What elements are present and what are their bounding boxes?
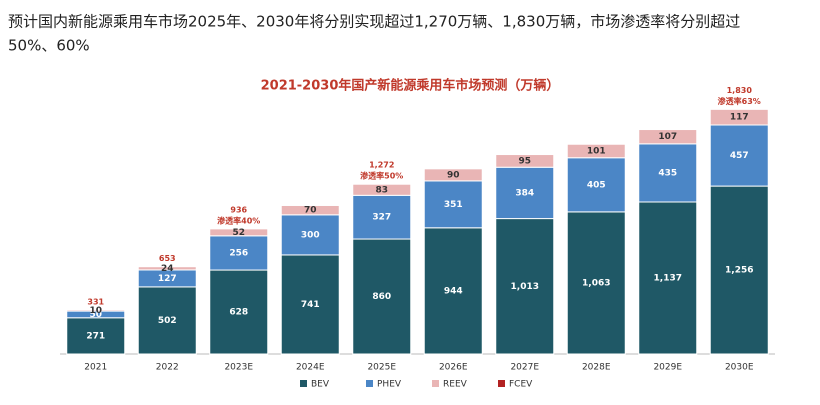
x-tick-label: 2024E (296, 363, 325, 373)
data-label: 860 (372, 292, 391, 302)
data-label: 457 (730, 151, 749, 161)
data-label: 10 (89, 306, 102, 316)
x-tick-label: 2028E (582, 363, 611, 373)
bar-segment (423, 227, 483, 355)
penetration-label: 渗透率40% (217, 215, 260, 225)
data-label: 70 (304, 206, 317, 216)
bar-segment (209, 228, 269, 237)
legend-swatch (432, 380, 439, 387)
x-tick-label: 2025E (367, 363, 396, 373)
penetration-label: 渗透率63% (718, 96, 761, 106)
data-label: 1,013 (511, 282, 539, 292)
chart-title: 2021-2030年国产新能源乘用车市场预测（万辆） (261, 78, 560, 94)
bar-segment (709, 108, 769, 126)
legend-label: BEV (311, 380, 330, 390)
bar-segment (495, 154, 555, 168)
x-tick-label: 2021 (84, 363, 107, 373)
data-label: 83 (375, 185, 388, 195)
data-label: 107 (658, 132, 677, 142)
x-tick-label: 2027E (510, 363, 539, 373)
bar-segment (352, 238, 412, 355)
data-label: 101 (587, 147, 606, 157)
x-tick-label: 2030E (725, 363, 754, 373)
total-label: 331 (87, 297, 104, 306)
subtitle-line: 预计国内新能源乘用车市场2025年、2030年将分别实现超过1,270万辆、1,… (8, 13, 740, 31)
bar-segment (638, 201, 698, 355)
bar-segment (280, 254, 340, 355)
penetration-label: 渗透率50% (360, 171, 403, 181)
bar-segment (209, 235, 269, 271)
data-label: 1,256 (725, 266, 753, 276)
data-label: 384 (515, 188, 534, 198)
bar-segment (352, 183, 412, 196)
data-label: 95 (518, 156, 531, 166)
x-tick-label: 2026E (439, 363, 468, 373)
bar-segment (280, 204, 340, 216)
data-label: 327 (372, 213, 391, 223)
bar-segment (709, 124, 769, 187)
x-tick-label: 2023E (224, 363, 253, 373)
data-label: 50 (89, 310, 102, 320)
data-label: 628 (229, 308, 248, 318)
data-label: 351 (444, 200, 463, 210)
data-label: 1,063 (582, 278, 610, 288)
data-label: 741 (301, 300, 320, 310)
data-label: 300 (301, 230, 320, 240)
data-label: 90 (447, 170, 460, 180)
data-label: 435 (658, 168, 677, 178)
data-label: 127 (158, 274, 177, 284)
total-label: 936 (230, 205, 247, 214)
subtitle-line: 50%、60% (8, 37, 90, 55)
data-label: 944 (444, 286, 463, 296)
data-label: 271 (86, 331, 105, 341)
data-label: 1,137 (654, 274, 682, 284)
bar-segment (566, 211, 626, 355)
bar-segment (638, 129, 698, 145)
bar-segment (709, 185, 769, 355)
legend-swatch (498, 380, 505, 387)
legend-label: FCEV (509, 380, 533, 390)
data-label: 502 (158, 316, 177, 326)
legend-label: REEV (443, 380, 468, 390)
bar-segment (495, 218, 555, 355)
data-label: 117 (730, 113, 749, 123)
bar-segment (66, 309, 126, 312)
bar-segment (137, 266, 197, 271)
bar-segment (566, 143, 626, 159)
bar-segment (280, 214, 340, 256)
total-label: 1,830 (727, 86, 753, 95)
total-label: 1,272 (369, 161, 394, 170)
legend-swatch (300, 380, 307, 387)
legend-swatch (366, 380, 373, 387)
bar-segment (352, 194, 412, 240)
bar-segment (638, 143, 698, 203)
bar-segment (137, 286, 197, 355)
total-label: 653 (159, 254, 176, 263)
data-label: 405 (587, 180, 606, 190)
bar-segment (66, 317, 126, 355)
bar-segment (423, 168, 483, 182)
data-label: 24 (161, 264, 174, 274)
x-tick-label: 2029E (653, 363, 682, 373)
bar-segment (209, 269, 269, 355)
bar-segment (495, 166, 555, 220)
data-label: 256 (229, 248, 248, 258)
legend-label: PHEV (377, 380, 402, 390)
x-tick-label: 2022 (156, 363, 179, 373)
data-label: 52 (232, 228, 245, 238)
